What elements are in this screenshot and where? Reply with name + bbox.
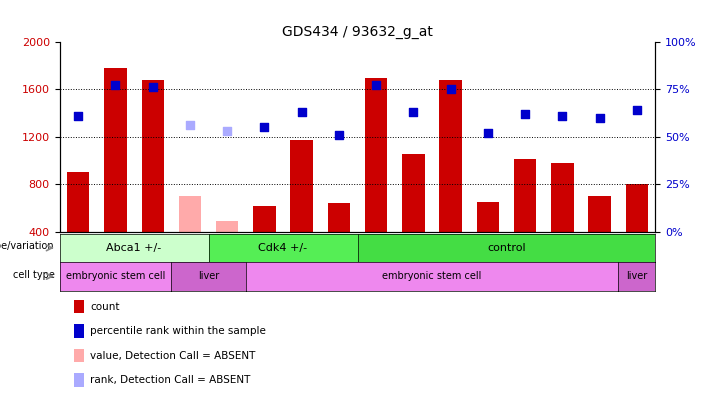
Point (184, 122, 196, 128)
Text: embryonic stem cell: embryonic stem cell (382, 271, 482, 282)
Bar (328, 203, 350, 232)
Bar (74, 324, 84, 338)
Bar (216, 221, 238, 232)
Bar (290, 140, 313, 232)
Bar (588, 196, 611, 232)
Text: Abca1 +/-: Abca1 +/- (107, 243, 162, 253)
Text: embryonic stem cell: embryonic stem cell (66, 271, 165, 282)
Text: count: count (90, 302, 120, 312)
Text: control: control (487, 243, 526, 253)
Bar (179, 196, 201, 232)
Bar (440, 80, 462, 232)
Bar (253, 206, 275, 232)
Point (222, 128, 233, 134)
Bar (142, 80, 164, 232)
Bar (74, 349, 84, 362)
Text: cell type: cell type (13, 270, 55, 280)
Bar (402, 154, 425, 232)
Text: value, Detection Call = ABSENT: value, Detection Call = ABSENT (90, 350, 256, 360)
Point (73, 112, 84, 119)
Point (371, 82, 382, 88)
Point (482, 129, 494, 136)
Point (333, 131, 344, 138)
Point (110, 82, 121, 88)
Bar (477, 202, 499, 232)
Bar (626, 184, 648, 232)
Bar (74, 373, 84, 386)
Text: percentile rank within the sample: percentile rank within the sample (90, 326, 266, 336)
Point (519, 110, 531, 117)
Point (259, 124, 270, 130)
Title: GDS434 / 93632_g_at: GDS434 / 93632_g_at (282, 25, 433, 39)
Point (594, 114, 605, 121)
Point (557, 112, 568, 119)
Bar (365, 78, 387, 232)
Text: genotype/variation: genotype/variation (0, 242, 55, 251)
Bar (104, 68, 127, 232)
Point (296, 109, 307, 115)
Bar (67, 172, 90, 232)
Point (147, 84, 158, 90)
Text: rank, Detection Call = ABSENT: rank, Detection Call = ABSENT (90, 375, 251, 385)
Bar (551, 163, 573, 232)
Text: liver: liver (626, 271, 648, 282)
Text: liver: liver (198, 271, 219, 282)
Bar (514, 159, 536, 232)
Point (631, 107, 642, 113)
Point (408, 109, 419, 115)
Bar (74, 300, 84, 314)
Text: Cdk4 +/-: Cdk4 +/- (259, 243, 308, 253)
Point (445, 86, 456, 92)
